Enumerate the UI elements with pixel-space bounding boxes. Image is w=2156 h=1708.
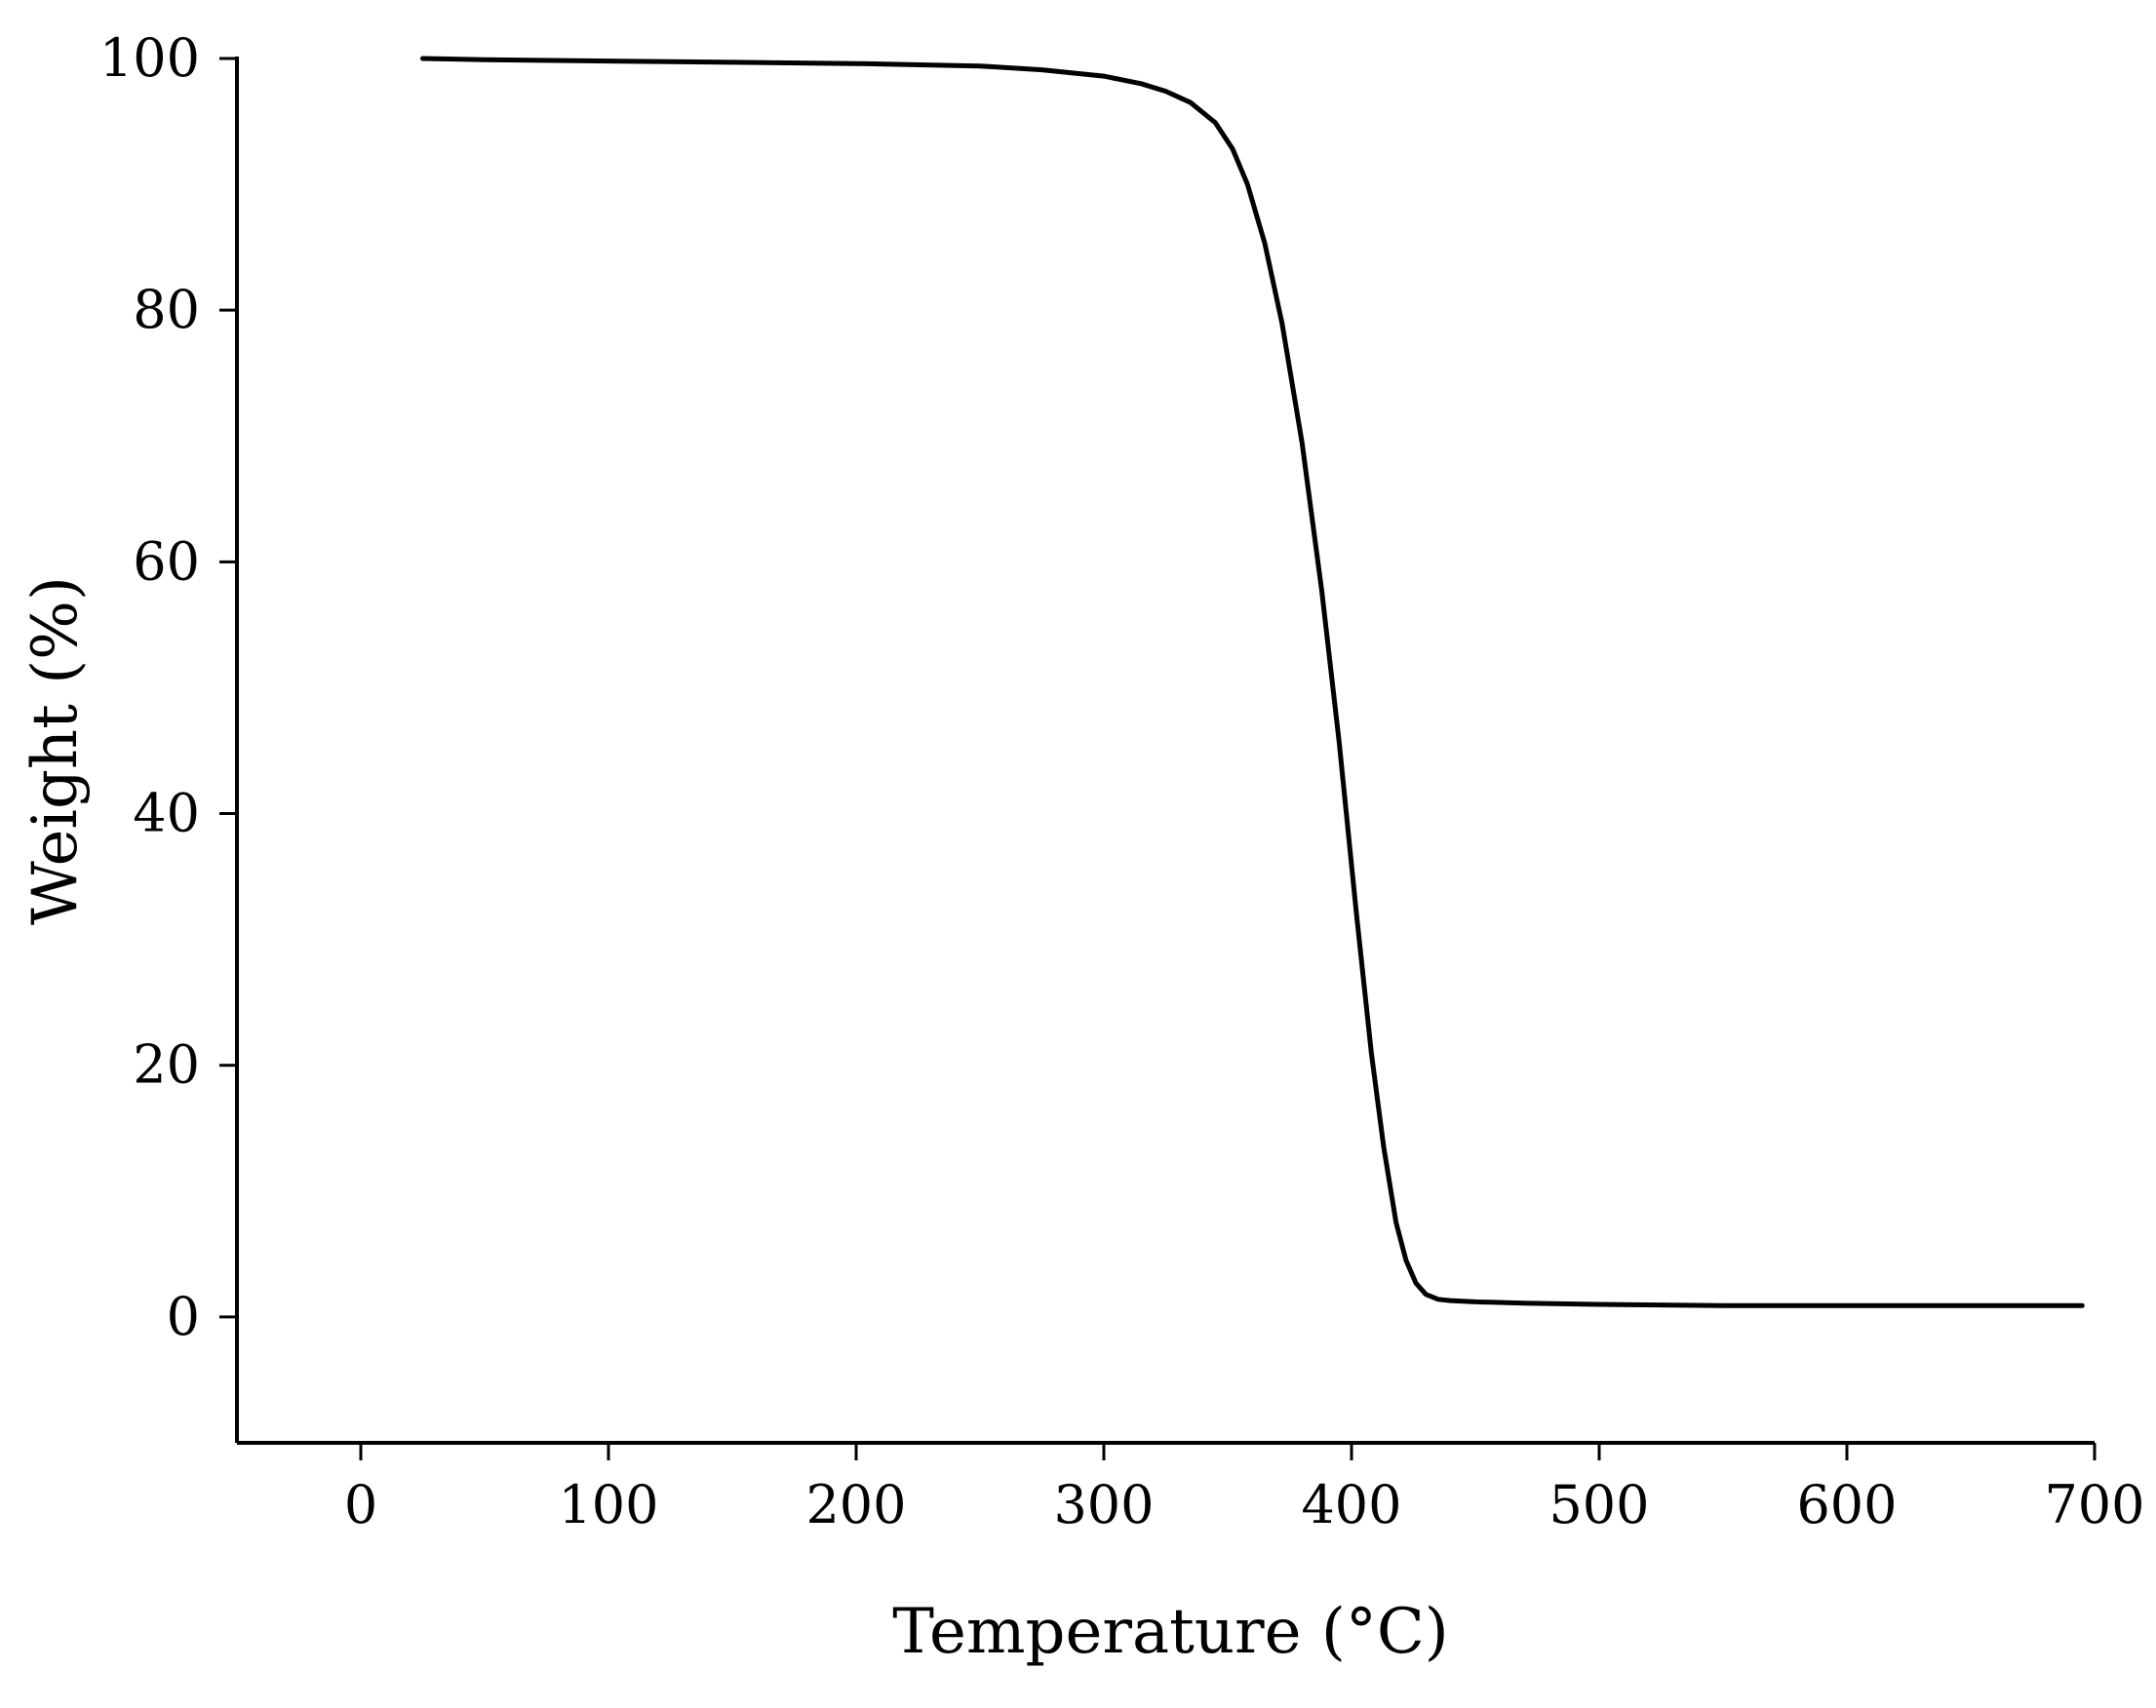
x-axis-title: Temperature (°C) xyxy=(892,1596,1449,1668)
x-tick-label: 300 xyxy=(1053,1474,1154,1535)
y-tick-label: 100 xyxy=(99,27,200,89)
x-ticks: 0 100 200 300 400 500 600 700 xyxy=(344,1443,2145,1535)
y-tick-label: 80 xyxy=(133,279,200,340)
y-tick-label: 0 xyxy=(167,1286,200,1347)
x-tick-label: 400 xyxy=(1301,1474,1401,1535)
axes xyxy=(235,57,2095,1445)
y-ticks: 0 20 40 60 80 100 xyxy=(99,27,237,1347)
weight-curve xyxy=(420,56,2085,1308)
y-tick-label: 40 xyxy=(133,783,200,844)
x-tick-label: 0 xyxy=(344,1474,377,1535)
x-tick-label: 600 xyxy=(1796,1474,1897,1535)
series xyxy=(420,56,2085,1308)
y-axis-title: Weight (%) xyxy=(20,576,92,925)
x-tick-label: 200 xyxy=(805,1474,906,1535)
x-tick-label: 700 xyxy=(2044,1474,2144,1535)
x-tick-label: 500 xyxy=(1548,1474,1649,1535)
y-tick-label: 20 xyxy=(133,1034,200,1096)
x-tick-label: 100 xyxy=(558,1474,658,1535)
y-tick-label: 60 xyxy=(133,530,200,592)
